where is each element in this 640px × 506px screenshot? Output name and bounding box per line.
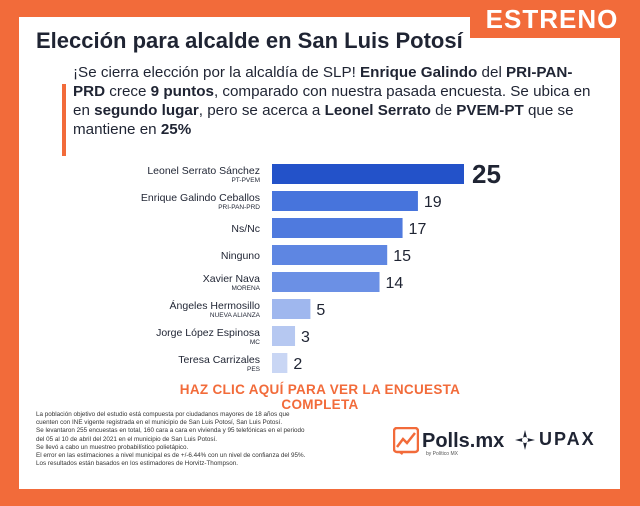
footnote-line: Se llevó a cabo un muestreo probabilísti… — [36, 443, 189, 451]
footnote-line: del 05 al 10 de abril del 2021 en el mun… — [36, 435, 217, 443]
footnote-line: Los resultados están basados en los esti… — [36, 460, 238, 468]
footnote-line: cuenten con INE vigente registrada en el… — [36, 419, 283, 427]
intro-segment: Enrique Galindo — [360, 64, 478, 81]
footnote-line: El error en las estimaciones a nivel mun… — [36, 452, 306, 460]
polls-chart-icon — [393, 427, 419, 455]
polls-byline: by Político MX — [426, 451, 458, 457]
intro-segment: 25% — [160, 121, 192, 138]
polls-wordmark: Polls.mx — [422, 430, 505, 452]
intro-accent-bar — [62, 84, 66, 156]
footnote-line: La población objetivo del estudio está c… — [36, 411, 290, 418]
intro-text: ¡Se cierra elección por la alcaldía de S… — [73, 63, 593, 139]
intro-segment: Leonel Serrato — [324, 102, 431, 119]
methodology-note: La población objetivo del estudio está c… — [36, 411, 376, 468]
intro-segment: , comparado con nuestra pasada encuesta.… — [73, 83, 591, 119]
estreno-badge: ESTRENO — [470, 0, 634, 38]
intro-segment: de — [430, 102, 457, 119]
polls-logo: Polls.mx — [393, 427, 504, 455]
intro-segment: 9 puntos — [150, 83, 214, 100]
upax-logo: UPAX — [515, 429, 596, 450]
intro-segment: que se mantiene en — [73, 102, 574, 138]
logos: Polls.mx by Político MX UPAX — [393, 427, 623, 467]
intro-segment: PVEM-PT — [456, 102, 524, 119]
intro-segment: PRI-PAN-PRD — [73, 64, 573, 100]
intro-segment: ¡Se cierra elección por la alcaldía de S… — [73, 64, 361, 81]
view-survey-link[interactable]: HAZ CLIC AQUÍ PARA VER LA ENCUESTA COMPL… — [179, 382, 461, 412]
page-title: Elección para alcalde en San Luis Potosí — [36, 28, 463, 53]
intro-segment: , pero se acerca a — [198, 102, 325, 119]
upax-star-icon — [515, 429, 535, 450]
intro-segment: del — [477, 64, 507, 81]
intro-segment: crece — [105, 83, 151, 100]
intro-segment: segundo lugar — [94, 102, 199, 119]
footnote-line: Se levantaron 255 encuestas en total, 16… — [36, 427, 305, 435]
upax-wordmark: UPAX — [539, 429, 596, 449]
